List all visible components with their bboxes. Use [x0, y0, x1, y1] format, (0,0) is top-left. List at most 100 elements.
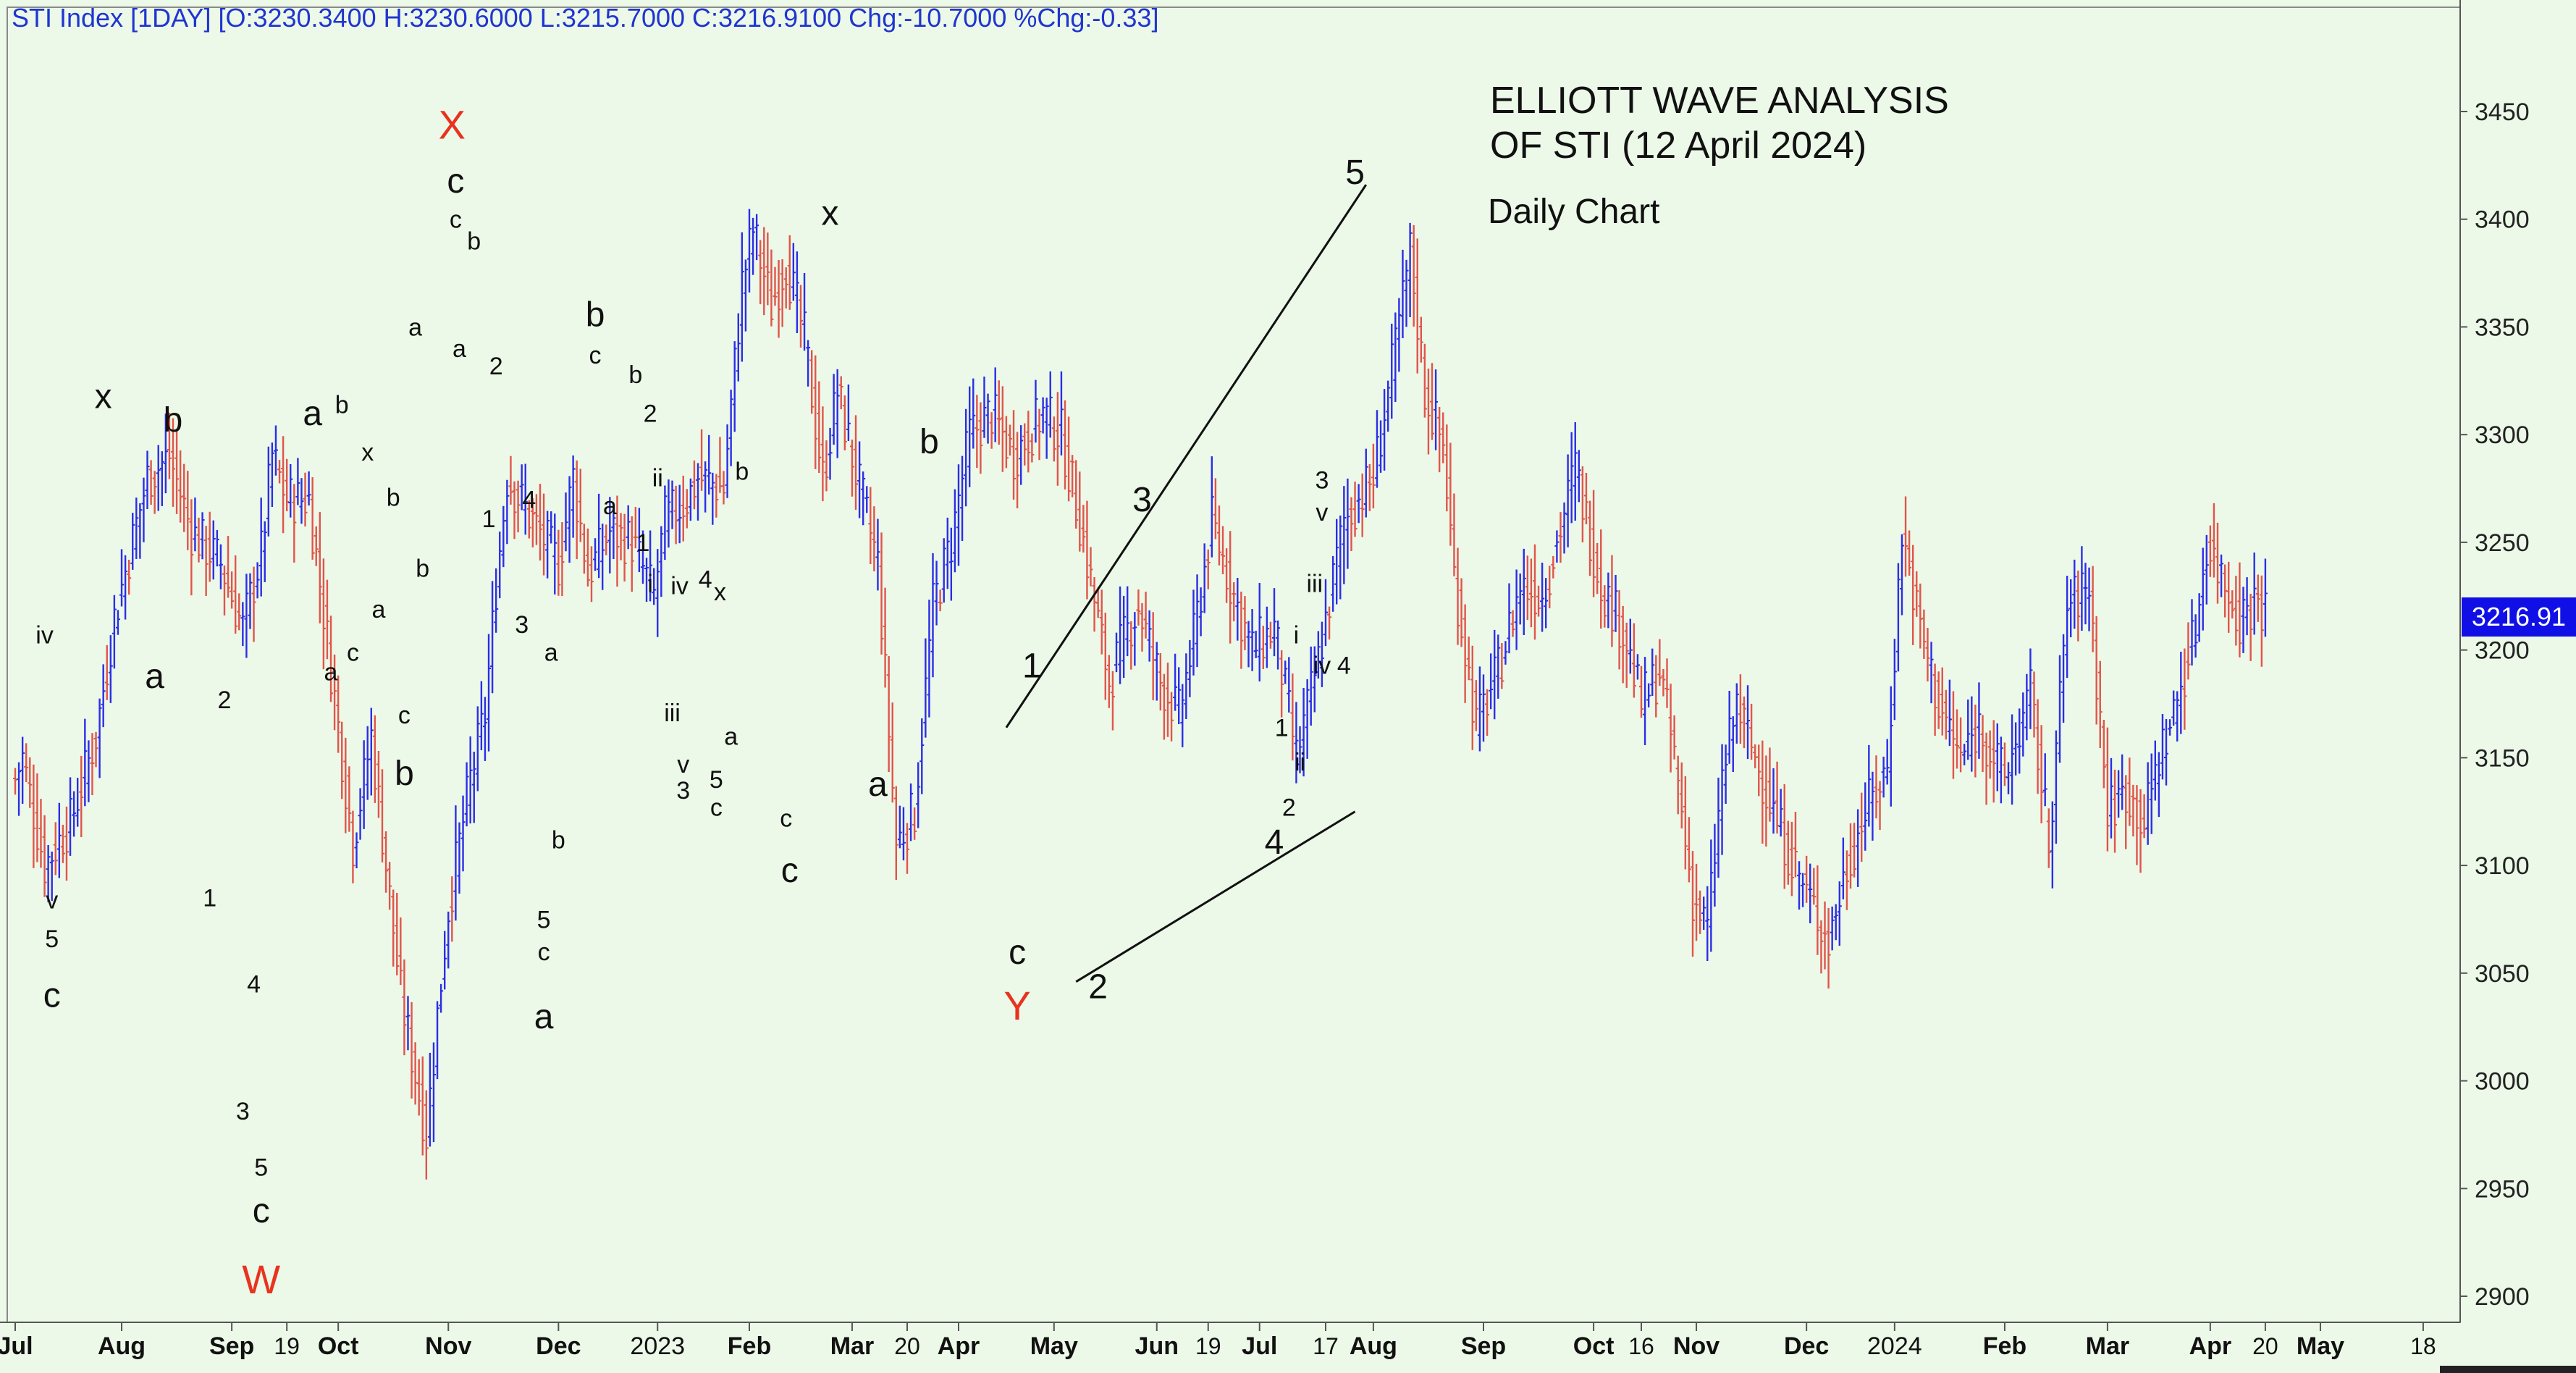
wave-label: iv [1313, 652, 1331, 679]
chart-frame [0, 0, 2461, 1323]
y-tick-label: 3250 [2475, 529, 2530, 557]
wave-label: 5 [45, 925, 59, 953]
wave-label: c [398, 702, 411, 729]
wave-label: c [538, 939, 550, 966]
wave-label: 4 [522, 486, 536, 513]
y-tick-label: 3300 [2475, 421, 2530, 449]
y-tick-label: 3400 [2475, 206, 2530, 234]
x-tick-label: Feb [728, 1332, 771, 1360]
wave-label: X [439, 101, 466, 147]
wave-label: 4 [1265, 823, 1284, 862]
wave-label: 5 [254, 1154, 268, 1181]
wave-label: c [780, 805, 792, 833]
x-tick-label: 16 [1628, 1333, 1654, 1359]
wave-label: c [589, 342, 602, 369]
wave-label: a [868, 765, 888, 804]
x-tick-label: 17 [1313, 1333, 1339, 1359]
wave-label: 2 [1088, 967, 1108, 1006]
wave-label: iv [670, 572, 689, 600]
wave-label: 5 [537, 906, 551, 933]
chart-title-line2: OF STI (12 April 2024) [1490, 125, 1867, 167]
wave-label: b [387, 484, 400, 511]
wave-label: 1 [1022, 647, 1042, 685]
wave-label: a [603, 492, 617, 520]
wave-label: b [164, 401, 183, 440]
wave-label: 4 [699, 566, 712, 593]
wave-label: a [145, 658, 164, 696]
x-tick-label: Aug [1350, 1332, 1397, 1360]
y-tick-label: 2950 [2475, 1175, 2530, 1203]
ohlc-bars [13, 209, 2268, 1180]
y-tick-label: 2900 [2475, 1283, 2530, 1311]
x-tick-label: 20 [2252, 1333, 2278, 1359]
wave-label: c [1009, 933, 1026, 972]
wave-label: iv [35, 622, 54, 650]
wave-label: b [586, 295, 605, 334]
wave-label: b [628, 361, 642, 389]
wave-label: b [735, 458, 749, 486]
wave-label: c [450, 206, 462, 234]
x-tick-label: Sep [209, 1332, 254, 1360]
x-tick-label: Oct [318, 1332, 359, 1360]
plot-border [7, 7, 2461, 1323]
wave-label: v [46, 887, 58, 915]
trendlines [1005, 184, 1368, 983]
x-tick-label: 18 [2410, 1333, 2436, 1359]
x-tick-label: Apr [2189, 1332, 2232, 1360]
x-tick-label: Sep [1461, 1332, 1506, 1360]
x-tick-label: Feb [1983, 1332, 2026, 1360]
wave-label: c [347, 639, 359, 667]
wave-label: x [714, 579, 726, 606]
wave-label: Y [1003, 983, 1030, 1028]
wave-label: ii [1295, 749, 1305, 776]
y-tick-label: 3050 [2475, 960, 2530, 988]
wave-label: 1 [482, 505, 496, 533]
wave-label: a [408, 314, 422, 341]
x-tick-label: Jul [1242, 1332, 1277, 1360]
wave-label: iii [664, 700, 681, 727]
y-axis: 2900 2950 3000 3050 3100 3150 3200 3250 3300 3350… [2460, 98, 2530, 1311]
x-tick-label: 19 [274, 1333, 300, 1359]
wave-label: c [710, 794, 723, 822]
wave-label: 2 [1282, 794, 1296, 822]
x-tick-label: Apr [938, 1332, 980, 1360]
wave-label: 2 [489, 353, 503, 380]
wave-label: b [416, 555, 429, 583]
wave-label: a [534, 998, 554, 1036]
wave-label: 5 [710, 766, 723, 794]
wave-label: 2 [644, 400, 657, 427]
wave-label: x [95, 377, 112, 416]
wave-label: 3 [676, 777, 690, 805]
wave-label: 1 [1275, 715, 1289, 742]
x-tick-label: 2024 [1867, 1332, 1922, 1360]
horizontal-scrollbar[interactable] [2440, 1366, 2576, 1373]
wave-label: ii [652, 465, 663, 492]
wave-label: 4 [1337, 652, 1351, 679]
wave-label: a [303, 395, 322, 433]
y-tick-label: 3150 [2475, 744, 2530, 772]
x-tick-label: Mar [830, 1332, 874, 1360]
x-tick-label: Mar [2086, 1332, 2129, 1360]
wave-label: v [1316, 499, 1328, 526]
wave-label: c [43, 976, 61, 1015]
chart-subtitle: Daily Chart [1488, 193, 1660, 231]
wave-label: 2 [218, 686, 232, 714]
wave-label: a [371, 596, 385, 623]
x-tick-label: Aug [98, 1332, 146, 1360]
x-tick-label: Dec [1784, 1332, 1829, 1360]
x-tick-label: 20 [894, 1333, 920, 1359]
wave-label: i [1294, 622, 1300, 650]
trendline [1075, 810, 1356, 983]
y-tick-label: 3100 [2475, 852, 2530, 880]
chart-title: ELLIOTT WAVE ANALYSIS OF STI (12 April 2… [1490, 78, 1949, 168]
wave-label: c [447, 162, 464, 201]
wave-label: i [647, 570, 653, 597]
x-tick-label: Nov [425, 1332, 471, 1360]
y-tick-label: 3200 [2475, 637, 2530, 665]
wave-label: b [919, 423, 939, 461]
wave-label: iii [1306, 570, 1323, 597]
x-tick-label: 19 [1195, 1333, 1221, 1359]
wave-label: 4 [247, 971, 261, 999]
wave-label: 1 [636, 529, 650, 557]
